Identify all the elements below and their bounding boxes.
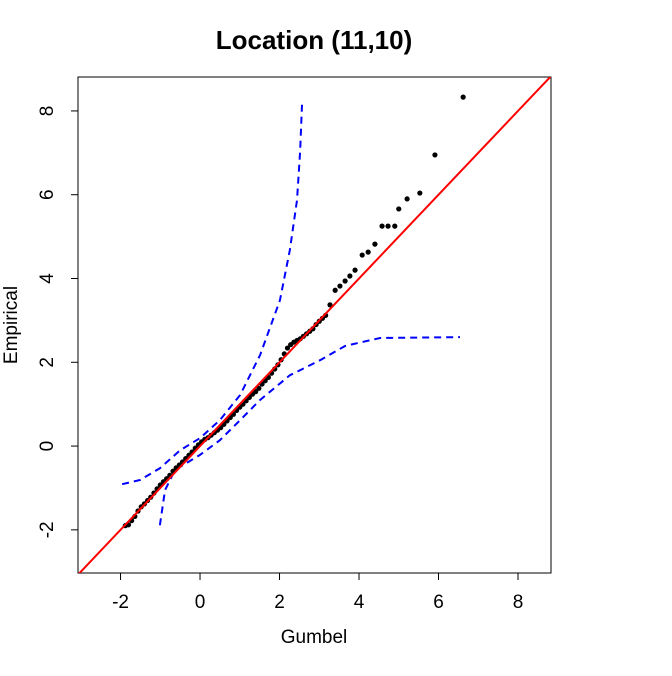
chart-title: Location (11,10) — [216, 25, 413, 55]
y-tick-label: 8 — [37, 106, 58, 117]
confidence-band — [121, 100, 304, 486]
point — [359, 252, 365, 258]
plot-frame — [77, 76, 552, 574]
point — [392, 223, 398, 229]
point — [396, 206, 402, 212]
point — [379, 223, 385, 229]
point — [352, 267, 358, 273]
x-axis-title: Gumbel — [281, 627, 348, 648]
point — [256, 385, 262, 391]
point — [337, 283, 343, 289]
x-tick-label: 4 — [354, 592, 365, 613]
point — [347, 273, 353, 279]
y-tick-label: 6 — [37, 189, 58, 200]
reference-line — [78, 77, 551, 573]
x-tick-label: 2 — [274, 592, 285, 613]
point — [365, 249, 371, 255]
confidence-band — [158, 336, 460, 526]
y-tick-label: 2 — [37, 357, 58, 368]
point — [284, 345, 291, 351]
point — [385, 223, 391, 229]
x-tick-label: 6 — [433, 592, 444, 613]
y-tick-label: 0 — [37, 441, 58, 452]
point — [432, 152, 438, 158]
point — [327, 302, 333, 308]
point — [460, 94, 466, 100]
point — [417, 190, 423, 196]
point — [253, 389, 259, 395]
point — [404, 196, 410, 202]
y-tick-label: -2 — [37, 521, 58, 538]
point — [342, 278, 348, 284]
x-tick-label: -2 — [112, 592, 129, 613]
x-tick-label: 0 — [195, 592, 206, 613]
point — [372, 241, 378, 247]
y-axis-title: Empirical — [1, 286, 22, 364]
x-tick-label: 8 — [513, 592, 524, 613]
point — [332, 287, 338, 293]
y-tick-label: 4 — [37, 273, 58, 284]
